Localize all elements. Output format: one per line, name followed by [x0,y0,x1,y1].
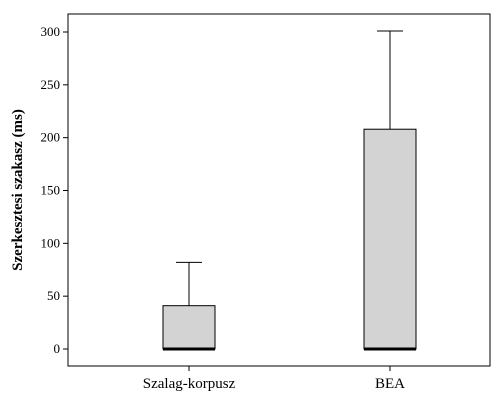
y-tick-label: 100 [41,235,61,250]
y-tick-label: 300 [41,24,61,39]
box-body [363,128,417,350]
y-tick-label: 150 [41,183,61,198]
box-body [162,305,216,350]
y-axis-label: Szerkesztesi szakasz (ms) [10,109,26,271]
plot-frame [67,13,491,367]
x-axis-labels: Szalag-korpusz BEA [143,366,405,392]
y-tick-label: 250 [41,77,61,92]
y-tick-label: 200 [41,130,61,145]
y-tick-label: 0 [54,341,61,356]
y-tick-label: 50 [47,288,60,303]
x-category-label: Szalag-korpusz [143,376,236,392]
box-2 [363,30,417,351]
box-1 [162,261,216,351]
x-category-label: BEA [375,376,405,392]
box-series [162,30,417,351]
y-axis-ticks: 0 50 100 150 200 250 300 [41,24,68,356]
